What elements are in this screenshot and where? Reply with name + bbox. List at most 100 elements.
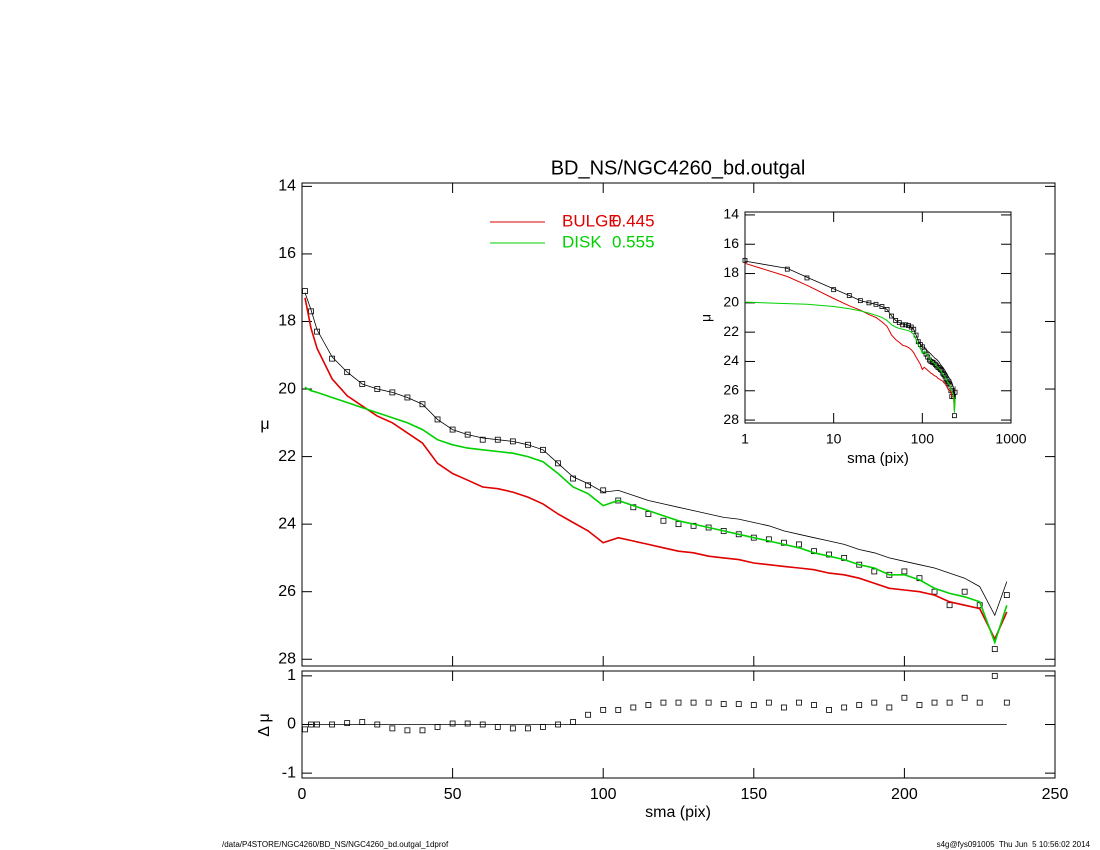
x-axis-label: sma (pix) [847,450,909,467]
residual-point [991,672,998,679]
residual-point [615,707,622,713]
data-point [419,401,426,408]
residual-point [826,707,832,713]
data-point [884,307,890,312]
residual-point [302,726,308,733]
residual-point [765,699,772,706]
residual-point [449,720,456,727]
x-tick-label: 100 [911,431,935,447]
residual-point [344,720,351,726]
residual-point [314,721,320,728]
data-point [359,381,366,387]
data-point [449,426,456,433]
data-point [873,301,879,307]
data-point [931,360,937,366]
residual-point [600,707,607,713]
y-tick-label: 22 [278,448,296,465]
residual-point [308,721,314,728]
data-point [344,369,351,376]
chart-title: BD_NS/NGC4260_bd.outgal [551,157,806,179]
data-point [479,436,486,443]
data-point [570,475,576,482]
data-point [555,460,561,467]
residual-point [630,704,637,711]
y-tick-label: 20 [278,380,296,397]
residual-point [931,699,938,706]
data-point [991,646,998,653]
x-tick-label: 150 [740,786,767,803]
residual-point [750,702,757,708]
data-point [389,389,396,396]
data-point [857,298,863,304]
residual-point [690,699,697,706]
residual-point [389,725,396,732]
residual-point [374,721,381,728]
y-tick-label: 14 [723,206,739,222]
y-tick-label: 26 [278,583,296,600]
legend-fraction: 0.555 [612,232,655,251]
y-tick-label: 28 [278,650,296,667]
y-tick-label: 16 [278,245,296,262]
residual-point [329,721,336,728]
data-point [765,536,772,543]
residual-point [419,727,426,734]
residual-point [886,704,893,711]
data-point [931,588,938,595]
residual-point [359,719,366,725]
plot-frame [301,182,1056,667]
data-point [901,568,908,575]
y-tick-label: 14 [278,178,296,195]
residual-point [841,704,848,711]
residual-point [856,702,863,708]
data-point [952,413,957,419]
data-point [961,588,968,595]
residual-point [871,699,878,706]
residual-point [540,724,546,730]
residual-point [976,699,983,706]
data-point [540,446,546,453]
data-point [942,373,948,379]
data-point [796,541,802,548]
residual-point [570,719,576,725]
data-point [660,517,667,524]
data-point [903,322,909,328]
data-point [879,304,885,309]
x-tick-label: 250 [1042,786,1069,803]
residual-point [781,704,787,711]
data-point [946,602,953,609]
footer-path: /data/P4STORE/NGC4260/BD_NS/NGC4260_bd.o… [222,840,449,849]
residual-point [961,694,968,701]
profile-line [304,297,1008,641]
footer-stamp: s4g@fys091005 Thu Jun 5 10:56:02 2014 [937,840,1091,849]
residual-point [796,699,802,706]
residual-point [735,701,742,707]
plot-frame [744,211,1012,424]
data-point [525,441,531,448]
y-tick-label: 28 [723,411,739,427]
legend-fraction: 0.445 [612,211,655,230]
x-tick-label: 50 [444,786,462,803]
y-tick-label: 24 [278,515,296,532]
data-point [911,326,917,332]
x-axis-label: sma (pix) [645,804,711,821]
x-tick-label: 10 [826,431,842,447]
x-tick-label: 1 [741,431,749,447]
residual-point [705,699,712,706]
residual-point [525,725,531,732]
data-point [404,394,411,401]
profile-line [744,301,956,413]
residual-point [811,702,817,708]
y-tick-label: 18 [723,264,739,280]
residual-point [1003,699,1010,706]
profile-line [744,260,956,402]
x-tick-label: 1000 [995,431,1026,447]
data-point [932,361,938,367]
legend-label: DISK [562,232,602,251]
legend-label: BULGE [562,211,620,230]
residual-point [946,699,953,706]
residual-point [660,699,667,706]
residual-point [479,721,486,728]
data-point [464,431,471,438]
profile-line [304,292,1008,617]
profile-line [304,386,1008,645]
